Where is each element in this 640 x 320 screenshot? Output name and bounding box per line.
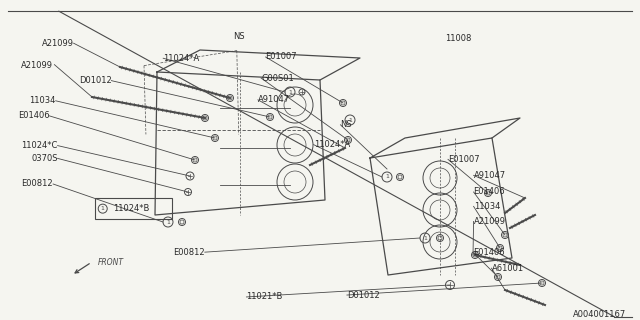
- Text: FRONT: FRONT: [98, 258, 124, 267]
- Text: E01007: E01007: [266, 52, 297, 61]
- Text: A91047: A91047: [258, 95, 290, 104]
- Text: A004001167: A004001167: [573, 310, 626, 319]
- Text: 11034: 11034: [29, 96, 56, 105]
- Text: A21099: A21099: [474, 217, 506, 226]
- Text: 11024*A: 11024*A: [314, 140, 350, 149]
- Text: 11024*C: 11024*C: [21, 141, 58, 150]
- Text: A21099: A21099: [42, 39, 74, 48]
- Text: 1: 1: [288, 90, 292, 94]
- Text: A91047: A91047: [474, 171, 506, 180]
- Text: 11008: 11008: [445, 34, 471, 43]
- Text: 11021*B: 11021*B: [246, 292, 283, 301]
- Text: D01012: D01012: [79, 76, 112, 85]
- Text: E01406: E01406: [18, 111, 49, 120]
- Bar: [95, 198, 172, 219]
- Text: 11024*B: 11024*B: [113, 204, 149, 213]
- Text: A61001: A61001: [492, 264, 524, 273]
- Text: NS: NS: [234, 32, 245, 41]
- Text: 1: 1: [385, 174, 389, 180]
- Text: E00812: E00812: [173, 248, 205, 257]
- Text: A21099: A21099: [21, 61, 53, 70]
- Text: 1: 1: [348, 117, 352, 123]
- Text: 11034: 11034: [474, 202, 500, 211]
- Text: 11024*A: 11024*A: [163, 54, 200, 63]
- Text: G00S01: G00S01: [261, 74, 294, 83]
- Text: 1: 1: [100, 206, 105, 211]
- Text: 1: 1: [166, 220, 170, 225]
- Text: NS: NS: [340, 120, 352, 129]
- Text: E01406: E01406: [474, 248, 505, 257]
- Text: 1: 1: [423, 236, 427, 241]
- Text: D01012: D01012: [347, 291, 380, 300]
- Text: E01007: E01007: [448, 155, 479, 164]
- Text: E01406: E01406: [474, 188, 505, 196]
- Text: E00812: E00812: [22, 180, 53, 188]
- Text: 0370S: 0370S: [31, 154, 58, 163]
